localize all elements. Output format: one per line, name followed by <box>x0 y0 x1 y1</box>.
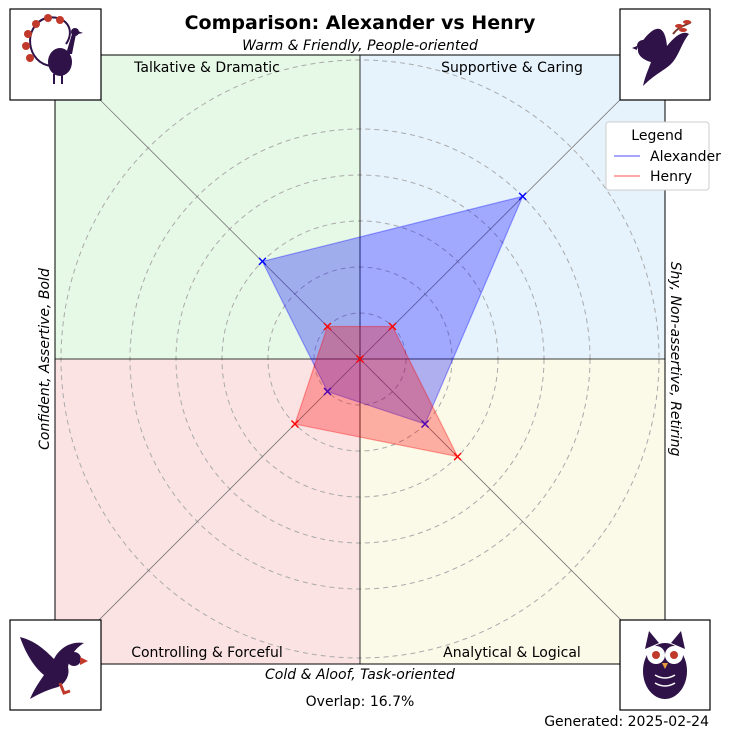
eagle-icon <box>9 619 102 711</box>
point-alexander-1 <box>258 257 267 266</box>
quadrant-label-tl: Talkative & Dramatic <box>133 60 280 76</box>
diagonal-axis-4 <box>54 358 361 665</box>
legend-title: Legend <box>631 128 682 144</box>
legend-label-henry: Henry <box>650 169 692 185</box>
diagonal-axis-2 <box>359 54 666 360</box>
peacock-icon <box>9 8 102 101</box>
axis-label-right: Shy, Non-assertive, Retiring <box>667 262 683 457</box>
plot-frame <box>54 54 666 665</box>
diagonal-axis-3 <box>359 358 666 665</box>
quadrant-label-br: Analytical & Logical <box>443 645 581 661</box>
point-alexander-4 <box>323 387 332 396</box>
dove-icon <box>619 8 711 101</box>
point-henry-3 <box>453 452 462 461</box>
owl-icon <box>619 619 711 711</box>
legend-label-alexander: Alexander <box>650 149 721 165</box>
point-henry-1 <box>323 322 332 331</box>
overlap-text: Overlap: 16.7% <box>306 694 415 710</box>
diagonal-axis-1 <box>54 54 361 360</box>
center-point <box>356 355 364 363</box>
generated-text: Generated: 2025-02-24 <box>544 714 709 730</box>
point-henry-4 <box>290 420 299 429</box>
point-alexander-2 <box>518 192 527 201</box>
quadrant-label-bl: Controlling & Forceful <box>131 645 283 661</box>
point-alexander-3 <box>421 420 430 429</box>
quadrant-label-tr: Supportive & Caring <box>441 60 583 76</box>
legend: Legend Alexander Henry <box>605 121 721 191</box>
point-henry-2 <box>388 322 397 331</box>
axis-label-left: Confident, Assertive, Bold <box>37 268 53 450</box>
chart-title: Comparison: Alexander vs Henry <box>185 12 536 34</box>
axis-label-bottom: Cold & Aloof, Task-oriented <box>265 667 455 683</box>
axis-label-top: Warm & Friendly, People-oriented <box>242 38 478 54</box>
